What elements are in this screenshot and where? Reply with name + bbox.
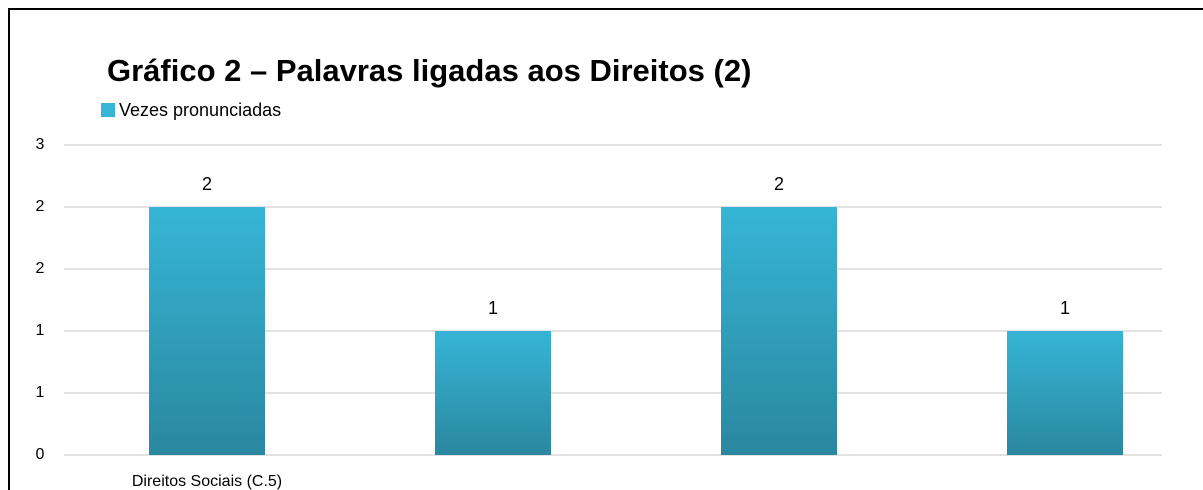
bar	[149, 207, 265, 455]
data-label: 1	[488, 298, 498, 318]
bar	[1007, 331, 1123, 455]
bar	[721, 207, 837, 455]
frame	[8, 8, 1203, 490]
legend-label: Vezes pronunciadas	[119, 100, 281, 120]
y-tick-label: 1	[36, 322, 45, 339]
y-tick-label: 0	[36, 446, 45, 463]
data-label: 2	[202, 174, 212, 194]
legend-swatch	[101, 103, 115, 117]
chart-title: Gráfico 2 – Palavras ligadas aos Direito…	[107, 53, 751, 88]
y-tick-label: 2	[36, 198, 45, 215]
bar	[435, 331, 551, 455]
y-tick-label: 2	[36, 260, 45, 277]
y-tick-label: 3	[36, 136, 45, 153]
y-tick-label: 1	[36, 384, 45, 401]
data-label: 2	[774, 174, 784, 194]
data-label: 1	[1060, 298, 1070, 318]
x-tick-label: Direitos Sociais (C.5)	[132, 473, 282, 490]
